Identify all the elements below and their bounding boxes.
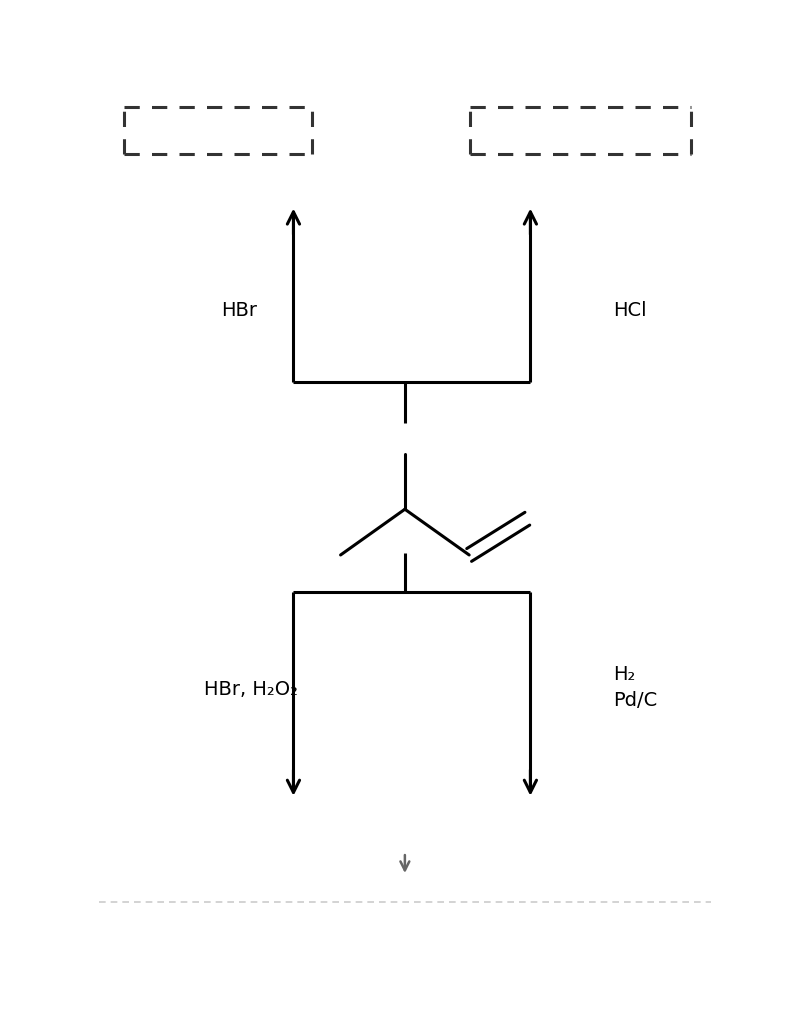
Text: H₂: H₂ [613,666,635,684]
Text: Pd/C: Pd/C [613,690,657,710]
Text: HCl: HCl [613,301,647,321]
Text: HBr, H₂O₂: HBr, H₂O₂ [204,680,298,698]
Text: HBr: HBr [221,301,258,321]
